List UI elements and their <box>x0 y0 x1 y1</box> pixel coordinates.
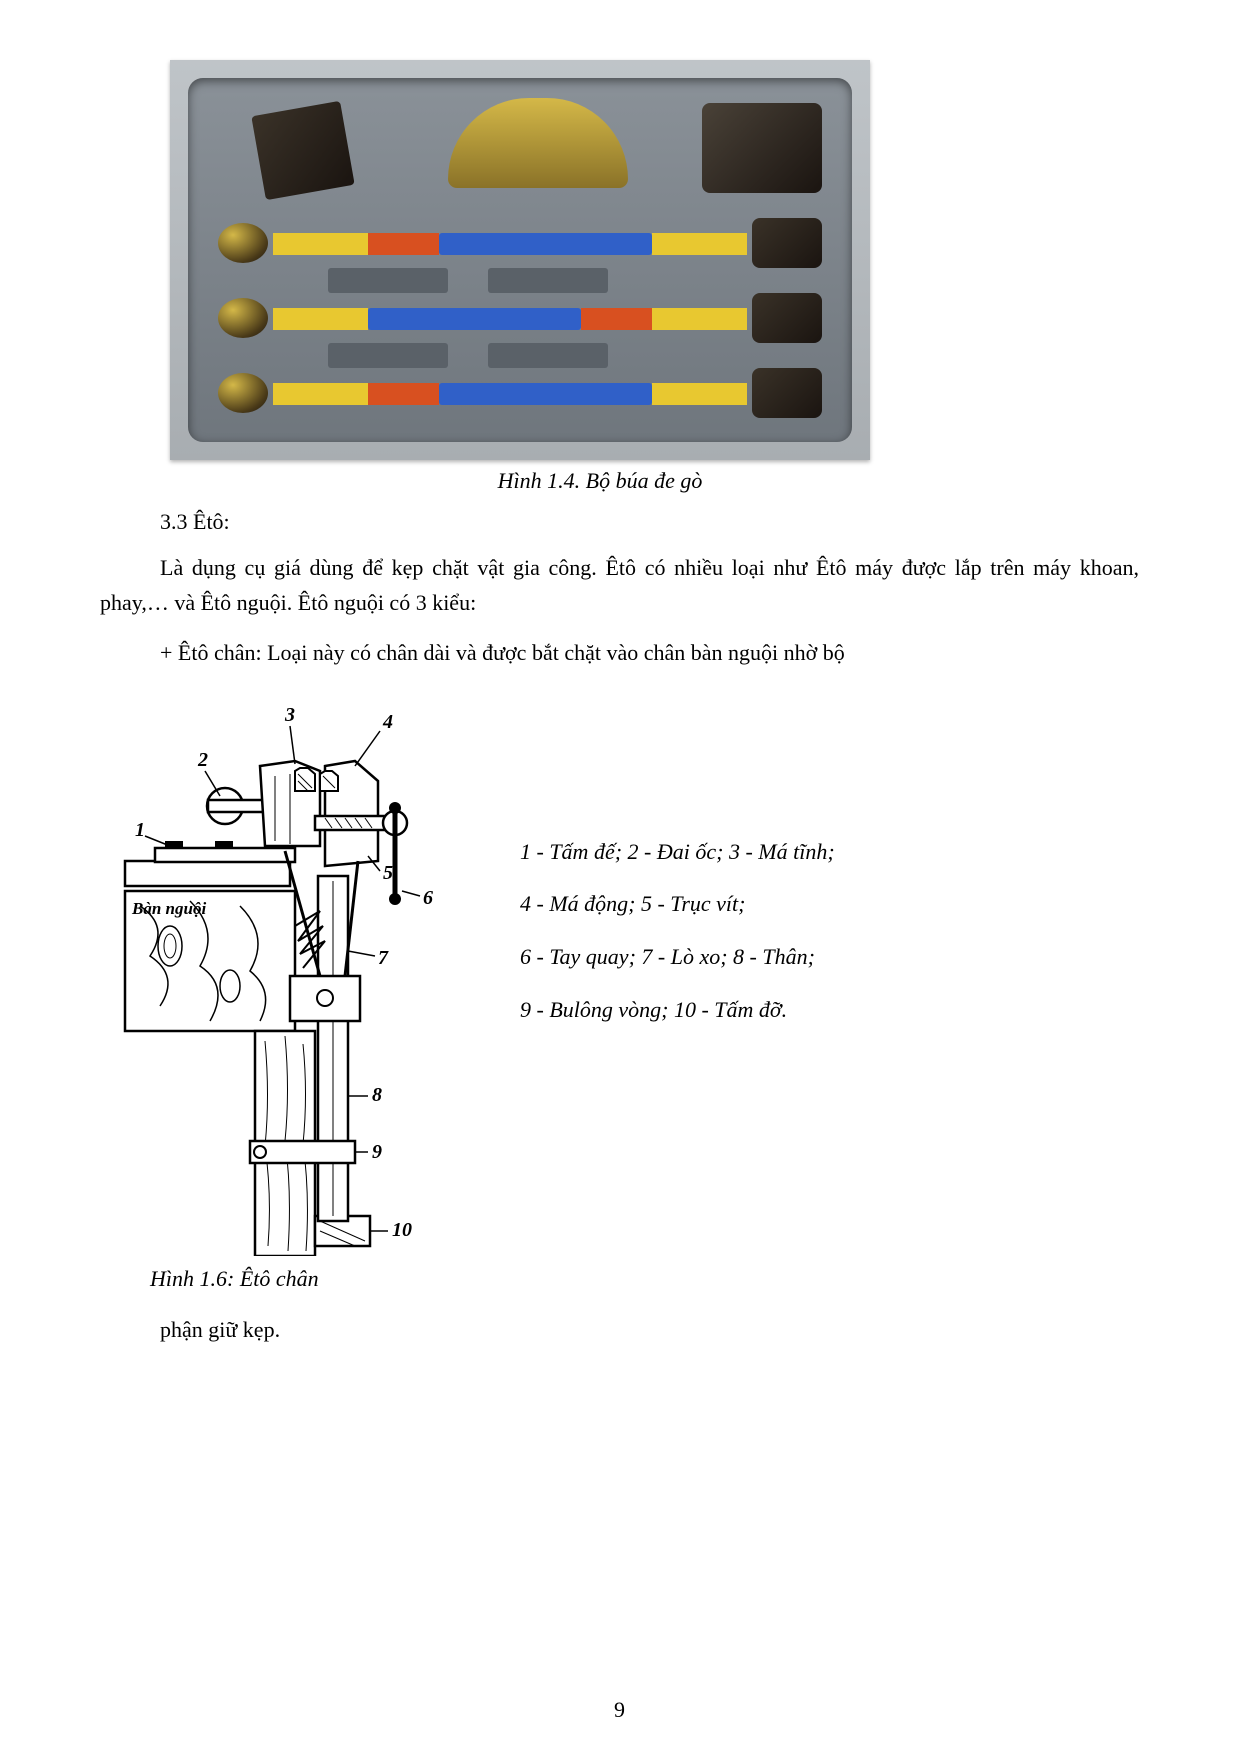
section-3-3-heading: 3.3 Êtô: <box>160 509 1139 535</box>
section-3-3-para-2: + Êtô chân: Loại này có chân dài và được… <box>100 635 1139 670</box>
bench-label: Bàn nguội <box>131 899 206 918</box>
figure-1-4-caption: Hình 1.4. Bộ búa đe gò <box>350 468 850 494</box>
page-number: 9 <box>0 1697 1239 1723</box>
legend-line-2: 4 - Má động; 5 - Trục vít; <box>520 878 835 931</box>
section-3-3-para-1: Là dụng cụ giá dùng để kẹp chặt vật gia … <box>100 550 1139 620</box>
callout-3: 3 <box>284 704 295 726</box>
callout-4: 4 <box>382 711 393 733</box>
callout-9: 9 <box>372 1141 382 1163</box>
callout-7: 7 <box>378 947 389 969</box>
figure-1-4-container: Hình 1.4. Bộ búa đe gò <box>170 60 1139 494</box>
legend-line-3: 6 - Tay quay; 7 - Lò xo; 8 - Thân; <box>520 931 835 984</box>
figure-1-6-container: 1 2 3 4 5 6 7 8 9 10 Bàn nguội Hình 1.6:… <box>120 696 460 1292</box>
figure-1-6-caption: Hình 1.6: Êtô chân <box>150 1266 460 1292</box>
figure-1-6-section: 1 2 3 4 5 6 7 8 9 10 Bàn nguội Hình 1.6:… <box>100 696 1139 1292</box>
callout-10: 10 <box>392 1219 412 1241</box>
vise-diagram: 1 2 3 4 5 6 7 8 9 10 Bàn nguội <box>120 696 440 1256</box>
legend-line-4: 9 - Bulông vòng; 10 - Tấm đỡ. <box>520 984 835 1037</box>
callout-8: 8 <box>372 1084 382 1106</box>
callout-5: 5 <box>383 862 393 884</box>
callout-1: 1 <box>135 819 145 841</box>
continuation-text: phận giữ kẹp. <box>160 1317 1139 1343</box>
callout-2: 2 <box>197 749 208 771</box>
callout-6: 6 <box>423 887 433 909</box>
tool-case-image <box>170 60 870 460</box>
figure-1-6-legend: 1 - Tấm đế; 2 - Đai ốc; 3 - Má tĩnh; 4 -… <box>520 696 835 1292</box>
legend-line-1: 1 - Tấm đế; 2 - Đai ốc; 3 - Má tĩnh; <box>520 826 835 879</box>
